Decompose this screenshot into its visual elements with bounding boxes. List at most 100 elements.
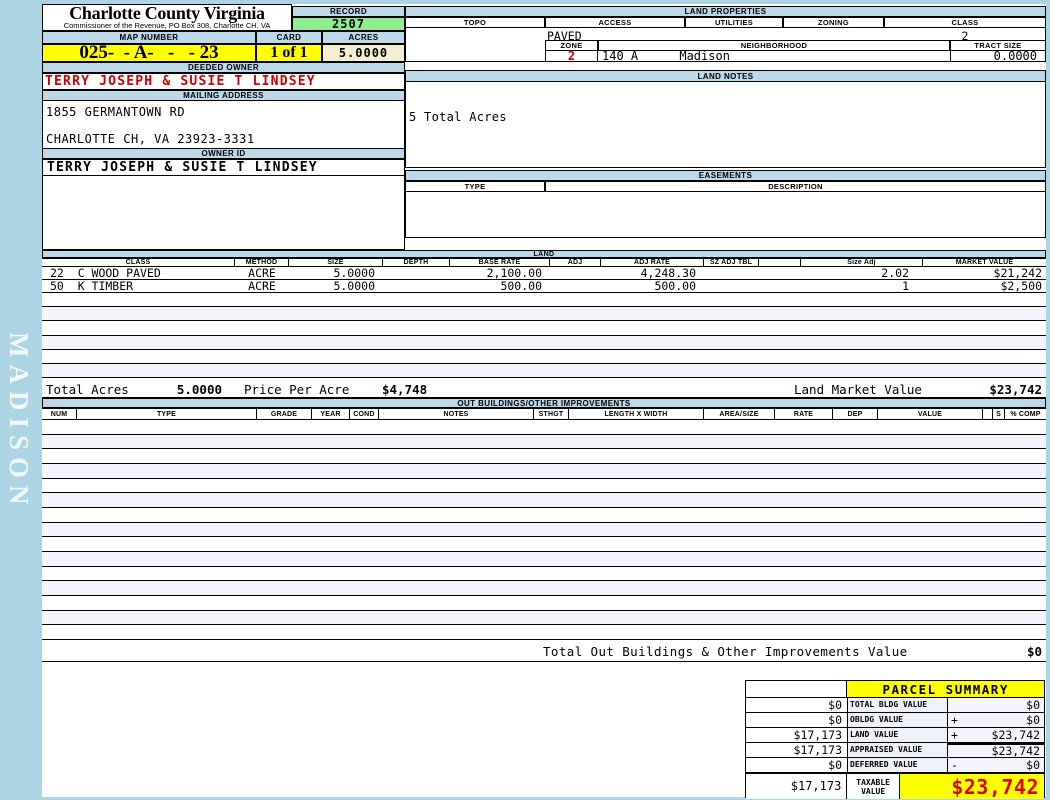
ob-empty-row (42, 493, 1046, 509)
utilities-column-label: UTILITIES (685, 17, 783, 28)
access-column-label: ACCESS (545, 17, 685, 28)
map-number-field[interactable]: 025- - A- - - 23 (42, 42, 256, 63)
taxable-value: $23,742 (899, 774, 1044, 799)
land-table-row[interactable]: 50 K TIMBER ACRE 5.0000 500.00 500.00 1 … (42, 279, 1046, 293)
easements-box (405, 192, 1046, 238)
land-col-size: SIZE (289, 259, 383, 266)
land-row-method: ACRE (248, 266, 276, 280)
ob-empty-row (42, 552, 1046, 567)
row-operator: - (951, 758, 958, 772)
land-market-value: $23,742 (989, 382, 1042, 397)
address-line-1: 1855 GERMANTOWN RD (46, 105, 186, 119)
total-acres-value: 5.0000 (176, 382, 222, 397)
land-col-size-adj: Size Adj (801, 259, 923, 266)
row-value-cell: + $0 (948, 713, 1044, 727)
land-empty-rows (42, 293, 1046, 379)
left-block-filler (42, 176, 405, 250)
ob-col-num: NUM (42, 409, 77, 419)
row-value-cell: $23,742 (948, 743, 1044, 757)
neighborhood-name: Madison (679, 49, 730, 63)
summary-row-obldg: $0 OBLDG VALUE + $0 (746, 713, 1044, 728)
ob-col-notes: NOTES (379, 409, 534, 419)
topo-column-label: TOPO (405, 17, 545, 28)
owner-id-value: TERRY JOSEPH & SUSIE T LINDSEY (42, 159, 405, 176)
mailing-address-box: 1855 GERMANTOWN RD CHARLOTTE CH, VA 2392… (42, 101, 405, 148)
land-col-depth: DEPTH (383, 259, 450, 266)
easement-type-label: TYPE (405, 181, 545, 192)
row-value: $23,742 (991, 744, 1040, 758)
row-value-cell: $0 (948, 698, 1044, 712)
ob-empty-row (42, 434, 1046, 450)
ob-empty-row (42, 581, 1046, 597)
prior-value: $0 (746, 698, 848, 712)
total-acres-label: Total Acres (46, 382, 129, 397)
ob-empty-row (42, 522, 1046, 538)
ob-empty-row (42, 625, 1046, 641)
land-totals-row: Total Acres 5.0000 Price Per Acre $4,748… (42, 378, 1046, 398)
zoning-column-label: ZONING (783, 17, 884, 28)
record-card-content: Charlotte County Virginia Commissioner o… (42, 4, 1046, 799)
land-section-label: LAND (42, 250, 1046, 258)
row-value-cell: + $23,742 (948, 728, 1044, 742)
land-col-method: METHOD (235, 259, 289, 266)
row-label: APPRAISED VALUE (848, 743, 948, 757)
land-notes-box[interactable]: 5 Total Acres (405, 82, 1046, 168)
ob-empty-row (42, 449, 1046, 465)
record-label: RECORD (292, 6, 405, 17)
owner-id-label: OWNER ID (42, 148, 405, 159)
acres-field: 5.0000 (322, 44, 405, 62)
record-number: 2507 (292, 17, 405, 31)
land-col-sz-adj-tbl: SZ ADJ TBL (704, 259, 759, 266)
ob-col-year: YEAR (312, 409, 350, 419)
summary-row-total-bldg: $0 TOTAL BLDG VALUE $0 (746, 698, 1044, 713)
land-row-size-adj: 2.02 (881, 266, 909, 280)
parcel-summary-title: PARCEL SUMMARY (847, 681, 1044, 697)
ob-empty-row (42, 508, 1046, 523)
land-col-class: CLASS (42, 259, 235, 266)
summary-row-deferred: $0 DEFERRED VALUE - $0 (746, 758, 1044, 773)
row-value: $23,742 (991, 728, 1040, 742)
land-market-value-label: Land Market Value (794, 382, 922, 397)
ob-col-cond: COND (350, 409, 379, 419)
summary-row-taxable: $17,173 TAXABLE VALUE $23,742 (746, 773, 1044, 799)
land-table-row[interactable]: 22 C WOOD PAVED ACRE 5.0000 2,100.00 4,2… (42, 266, 1046, 280)
land-empty-row (42, 293, 1046, 308)
land-row-market-value: $21,242 (993, 266, 1042, 280)
row-value-cell: - $0 (948, 758, 1044, 772)
address-line-2: CHARLOTTE CH, VA 23923-3331 (46, 132, 255, 146)
row-value: $0 (1026, 758, 1040, 772)
land-row-base-rate: 500.00 (500, 279, 542, 293)
land-empty-row (42, 363, 1046, 379)
land-col-spacer (759, 259, 801, 266)
deeded-owner-label: DEEDED OWNER (42, 62, 405, 73)
land-table-header: CLASS METHOD SIZE DEPTH BASE RATE ADJ AD… (42, 258, 1046, 267)
ob-empty-row (42, 464, 1046, 479)
land-row-size-adj: 1 (902, 279, 909, 293)
land-row-market-value: $2,500 (1000, 279, 1042, 293)
price-per-acre-value: $4,748 (382, 382, 428, 397)
out-buildings-total-row: Total Out Buildings & Other Improvements… (42, 640, 1046, 662)
land-col-adj-rate: ADJ RATE (601, 259, 704, 266)
out-buildings-empty-rows (42, 420, 1046, 641)
land-col-adj: ADJ (550, 259, 601, 266)
land-empty-row (42, 321, 1046, 336)
deeded-owner-value: TERRY JOSEPH & SUSIE T LINDSEY (42, 73, 405, 90)
prior-value: $0 (746, 713, 848, 727)
prior-value: $17,173 (746, 774, 848, 799)
out-buildings-total-label: Total Out Buildings & Other Improvements… (543, 644, 908, 659)
land-empty-row (42, 335, 1046, 350)
zone-value: 2 (545, 50, 598, 62)
easement-description-label: DESCRIPTION (545, 181, 1046, 192)
easements-section-label: EASEMENTS (405, 170, 1046, 181)
district-watermark: MADISON (4, 332, 34, 512)
ob-col-type: TYPE (77, 409, 257, 419)
land-notes-section-label: LAND NOTES (405, 70, 1046, 82)
ob-empty-row (42, 566, 1046, 582)
out-buildings-total-value: $0 (1026, 644, 1042, 659)
land-note-text: 5 Total Acres (409, 110, 507, 124)
ob-col-s: S (993, 409, 1005, 419)
ob-col-area-size: AREA/SIZE (704, 409, 775, 419)
row-label: DEFERRED VALUE (848, 758, 948, 772)
land-empty-row (42, 349, 1046, 364)
